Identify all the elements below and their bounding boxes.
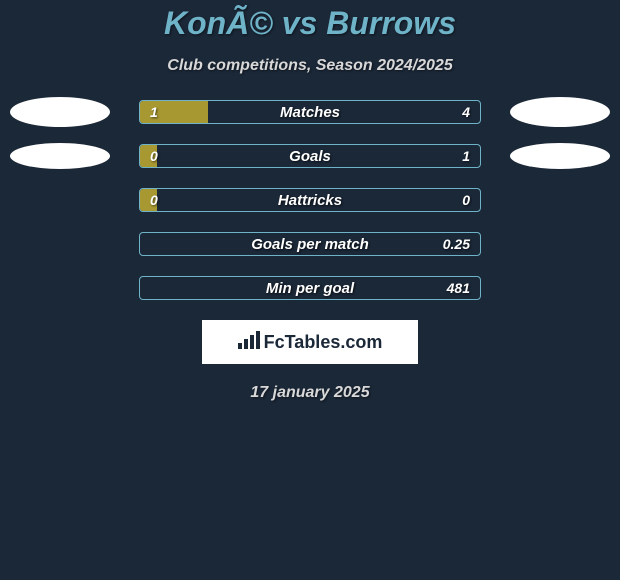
stat-bar: 0 Hattricks 0 (139, 188, 481, 212)
stat-label: Goals per match (251, 236, 369, 253)
logo-label: FcTables.com (264, 332, 383, 353)
stat-bar: Goals per match 0.25 (139, 232, 481, 256)
player-right-avatar (510, 97, 610, 127)
stat-row: 1 Matches 4 (0, 100, 620, 124)
stat-bar: Min per goal 481 (139, 276, 481, 300)
logo-text: FcTables.com (238, 331, 383, 354)
stat-label: Min per goal (266, 280, 354, 297)
player-right-avatar (510, 143, 610, 169)
stat-row: 0 Hattricks 0 (0, 188, 620, 212)
stat-value-right: 1 (462, 148, 470, 164)
player-left-avatar (10, 97, 110, 127)
stat-row: Goals per match 0.25 (0, 232, 620, 256)
logo-icon (238, 331, 260, 354)
stat-bar: 1 Matches 4 (139, 100, 481, 124)
stat-value-left: 0 (150, 148, 158, 164)
stat-value-right: 0.25 (443, 236, 470, 252)
stat-value-left: 0 (150, 192, 158, 208)
stat-row: Min per goal 481 (0, 276, 620, 300)
page-title: KonÃ© vs Burrows (0, 5, 620, 42)
stat-value-right: 481 (447, 280, 470, 296)
stat-bar: 0 Goals 1 (139, 144, 481, 168)
stat-value-right: 0 (462, 192, 470, 208)
logo-box[interactable]: FcTables.com (202, 320, 418, 364)
stat-label: Matches (280, 104, 340, 121)
stat-label: Goals (289, 148, 331, 165)
player-left-avatar (10, 143, 110, 169)
stat-row: 0 Goals 1 (0, 144, 620, 168)
stat-label: Hattricks (278, 192, 342, 209)
stat-value-right: 4 (462, 104, 470, 120)
stat-value-left: 1 (150, 104, 158, 120)
date-text: 17 january 2025 (0, 384, 620, 402)
subtitle: Club competitions, Season 2024/2025 (0, 57, 620, 75)
